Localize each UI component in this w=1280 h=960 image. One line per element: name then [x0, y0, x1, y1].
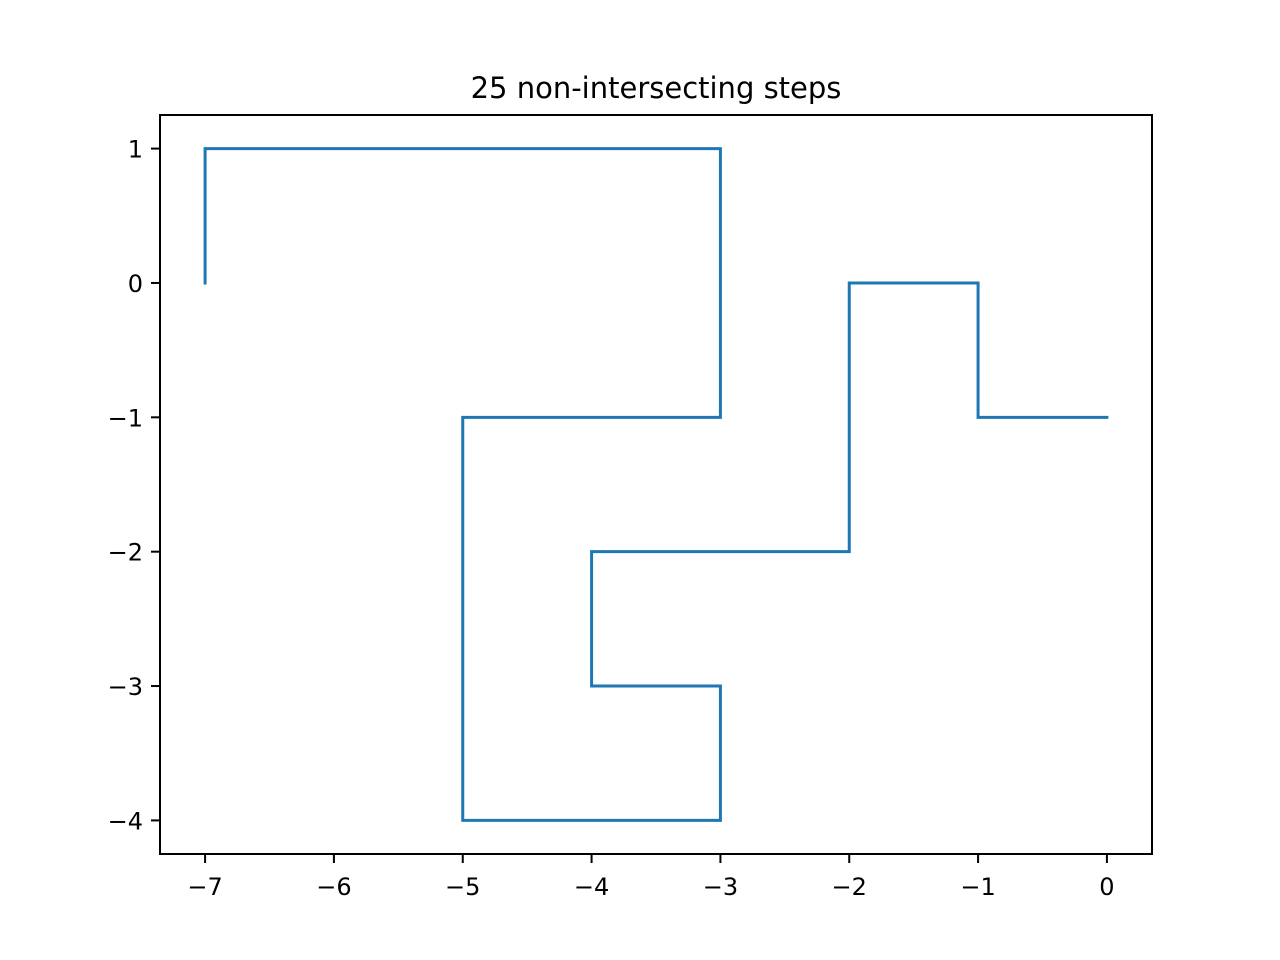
chart-title: 25 non-intersecting steps — [471, 71, 842, 105]
y-tick-label: 0 — [128, 270, 143, 298]
x-tick-label: −2 — [832, 873, 867, 901]
series-layer — [203, 147, 1109, 822]
y-tick-label: −2 — [108, 539, 143, 567]
series-line-0 — [203, 147, 1109, 822]
y-axis: 1 0 −1 −2 −3 −4 — [108, 136, 160, 835]
y-tick-label: −3 — [108, 673, 143, 701]
plot-area-frame — [159, 114, 1153, 855]
x-tick-label: 0 — [1099, 873, 1114, 901]
x-tick-label: −5 — [445, 873, 480, 901]
x-tick-label: −7 — [187, 873, 222, 901]
y-tick-label: −4 — [108, 807, 143, 835]
x-tick-label: −3 — [703, 873, 738, 901]
x-tick-label: −6 — [316, 873, 351, 901]
y-tick-label: 1 — [128, 136, 143, 164]
x-tick-label: −1 — [960, 873, 995, 901]
x-tick-label: −4 — [574, 873, 609, 901]
x-axis: −7 −6 −5 −4 −3 −2 −1 0 — [187, 854, 1115, 901]
y-tick-label: −1 — [108, 404, 143, 432]
